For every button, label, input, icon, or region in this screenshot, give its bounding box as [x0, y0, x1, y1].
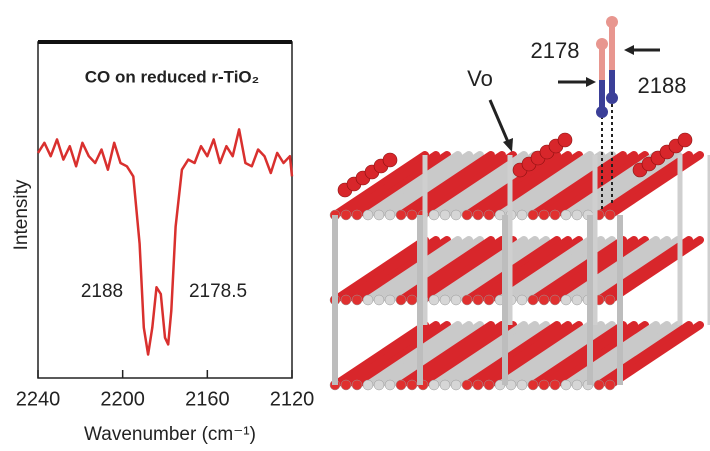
lattice-atom: [561, 210, 571, 220]
oxygen-atom: [596, 38, 608, 50]
lattice-atom: [539, 295, 549, 305]
chart-title: CO on reduced r-TiO₂: [85, 67, 259, 86]
lattice-atom: [440, 380, 450, 390]
lattice-atom: [407, 295, 417, 305]
arrow: [490, 100, 508, 142]
lattice-atom: [341, 210, 351, 220]
lattice-atom: [352, 380, 362, 390]
lattice-atom: [528, 210, 538, 220]
lattice-atom: [407, 380, 417, 390]
lattice-atom: [594, 380, 604, 390]
spectrum-line: [38, 129, 292, 354]
carbon-atom: [596, 106, 608, 118]
x-tick-label: 2240: [16, 388, 61, 410]
lattice-atom: [363, 380, 373, 390]
lattice-atom: [561, 295, 571, 305]
y-axis-label: Intensity: [11, 179, 32, 250]
lattice-atom: [374, 295, 384, 305]
lattice-atom: [407, 210, 417, 220]
lattice-atom: [429, 210, 439, 220]
arrow-head: [503, 138, 513, 152]
lattice-atom: [550, 295, 560, 305]
x-axis-label: Wavenumber (cm⁻¹): [84, 424, 256, 445]
lattice-atom: [473, 380, 483, 390]
lattice-atom: [473, 295, 483, 305]
arrow-head: [624, 45, 634, 55]
surface-oxygen: [678, 133, 692, 147]
lattice-atom: [429, 380, 439, 390]
co-label: 2188: [638, 73, 687, 98]
arrow-head: [586, 77, 596, 87]
lattice-atom: [462, 380, 472, 390]
lattice-atom: [385, 380, 395, 390]
lattice-atom: [484, 380, 494, 390]
carbon-atom: [606, 92, 618, 104]
lattice-atom: [374, 380, 384, 390]
lattice-atom: [605, 380, 615, 390]
lattice-atom: [385, 210, 395, 220]
lattice-atom: [528, 295, 538, 305]
lattice-atom: [473, 210, 483, 220]
lattice-atom: [396, 380, 406, 390]
lattice-atom: [528, 380, 538, 390]
co-label: 2178: [531, 38, 580, 63]
lattice-atom: [451, 295, 461, 305]
lattice-atom: [605, 295, 615, 305]
x-tick-label: 2120: [270, 388, 315, 410]
lattice-atom: [484, 210, 494, 220]
x-tick-label: 2160: [185, 388, 230, 410]
lattice-atom: [341, 295, 351, 305]
figure: CO on reduced r-TiO₂ Intensity Wavenumbe…: [0, 0, 710, 451]
lattice-atom: [572, 380, 582, 390]
surface-oxygen: [558, 133, 572, 147]
peak-label: 2178.5: [189, 281, 247, 302]
lattice-atom: [374, 210, 384, 220]
lattice-atom: [363, 210, 373, 220]
lattice-atom: [352, 210, 362, 220]
vacancy-label: Vo: [467, 66, 493, 91]
spectrum-chart: CO on reduced r-TiO₂ Intensity Wavenumbe…: [11, 42, 314, 445]
lattice-atom: [539, 210, 549, 220]
lattice-atom: [440, 295, 450, 305]
x-tick-label: 2200: [100, 388, 145, 410]
lattice-atom: [561, 380, 571, 390]
lattice-atom: [550, 210, 560, 220]
lattice-atom: [605, 210, 615, 220]
lattice-atom: [385, 295, 395, 305]
lattice-atom: [462, 210, 472, 220]
lattice-atom: [550, 380, 560, 390]
oxygen-atom: [606, 16, 618, 28]
lattice-atom: [451, 210, 461, 220]
tio2-lattice: [330, 133, 710, 390]
lattice-atom: [572, 295, 582, 305]
peak-label: 2188: [81, 281, 123, 302]
lattice-atom: [341, 380, 351, 390]
lattice-atom: [572, 210, 582, 220]
lattice-atom: [539, 380, 549, 390]
lattice-atom: [352, 295, 362, 305]
lattice-atom: [429, 295, 439, 305]
lattice-atom: [451, 380, 461, 390]
lattice-atom: [396, 210, 406, 220]
lattice-atom: [484, 295, 494, 305]
surface-oxygen: [383, 153, 397, 167]
lattice-atom: [517, 295, 527, 305]
lattice-atom: [517, 380, 527, 390]
lattice-atom: [440, 210, 450, 220]
lattice-atom: [363, 295, 373, 305]
lattice-atom: [462, 295, 472, 305]
lattice-atom: [517, 210, 527, 220]
lattice-atom: [396, 295, 406, 305]
